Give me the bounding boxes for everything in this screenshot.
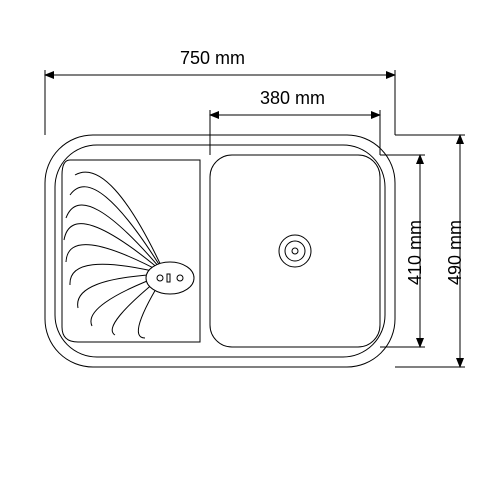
label-bowl-depth: 410 mm — [405, 220, 426, 285]
sink-outer-edge — [45, 135, 395, 367]
dim-total-width — [45, 70, 395, 135]
drain-board — [62, 160, 200, 342]
label-total-width: 750 mm — [180, 48, 245, 69]
sink-inner-edge — [55, 145, 385, 357]
label-total-depth: 490 mm — [445, 220, 466, 285]
bowl-drain — [279, 235, 311, 267]
label-bowl-width: 380 mm — [260, 88, 325, 109]
dim-bowl-width — [210, 110, 380, 155]
sink-bowl — [210, 155, 380, 347]
